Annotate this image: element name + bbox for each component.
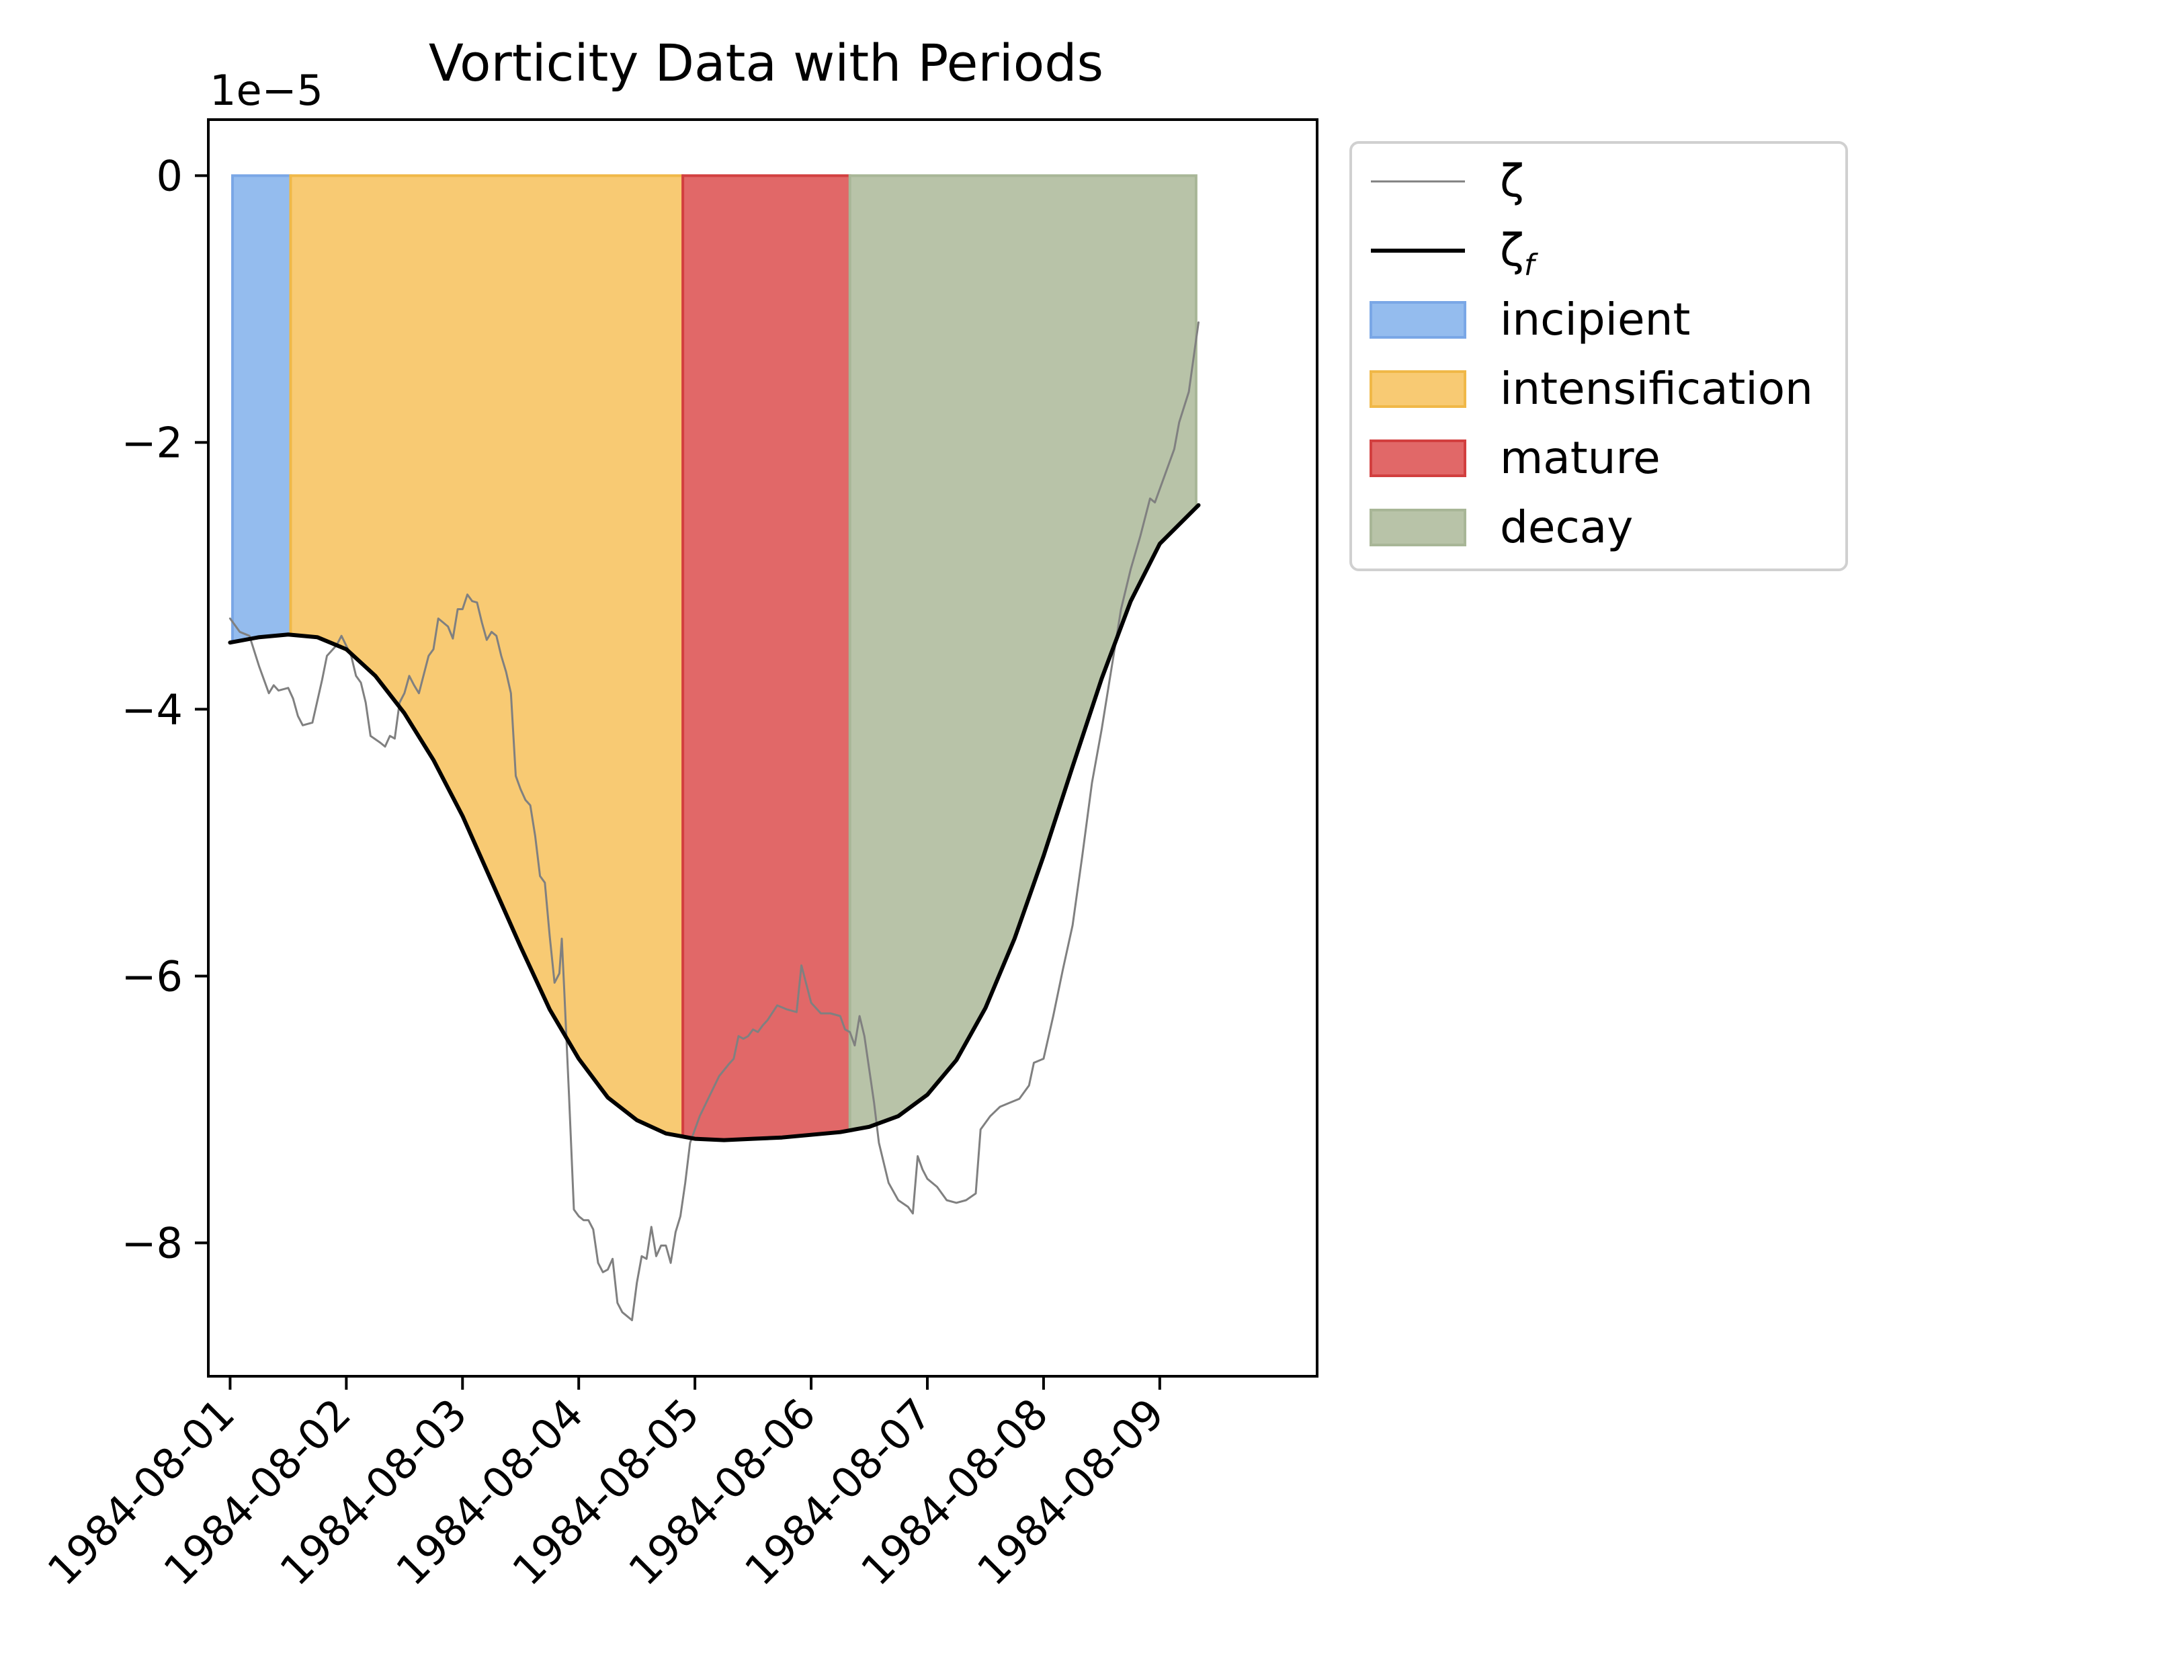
y-tick-label: 0: [157, 151, 183, 200]
legend-label: mature: [1500, 432, 1661, 484]
period-band-incipient: [231, 174, 292, 644]
series-zeta-line: [228, 321, 1200, 1322]
legend-patch-intensification: [1370, 370, 1466, 408]
y-tick-label: −2: [122, 418, 183, 467]
y-offset-label: 1e−5: [210, 66, 323, 115]
period-band-decay: [848, 174, 1198, 1132]
legend-label: ζ: [1500, 155, 1524, 207]
legend-label: decay: [1500, 501, 1633, 553]
legend-patch-mature: [1370, 439, 1466, 477]
legend-label: incipient: [1500, 294, 1690, 345]
legend-patch-incipient: [1370, 301, 1466, 339]
legend-frame: [1349, 141, 1848, 571]
period-band-mature: [681, 174, 851, 1142]
data-series: [228, 321, 1201, 1322]
y-axis: 0 −2 −4 −6 −8: [122, 151, 208, 1267]
x-axis: 1984-08-011984-08-021984-08-031984-08-04…: [38, 1376, 1173, 1595]
plot-frame: [207, 118, 1318, 1378]
legend-label: intensification: [1500, 363, 1813, 415]
series-zeta-f-line: [228, 503, 1201, 1142]
chart-title: Vorticity Data with Periods: [429, 33, 1103, 93]
y-tick-label: −8: [122, 1218, 183, 1267]
legend-patch-decay: [1370, 509, 1466, 546]
y-tick-label: −6: [122, 952, 183, 1001]
period-bands: [231, 174, 1198, 1142]
y-tick-label: −4: [122, 685, 183, 734]
period-band-intensification: [289, 174, 685, 1138]
